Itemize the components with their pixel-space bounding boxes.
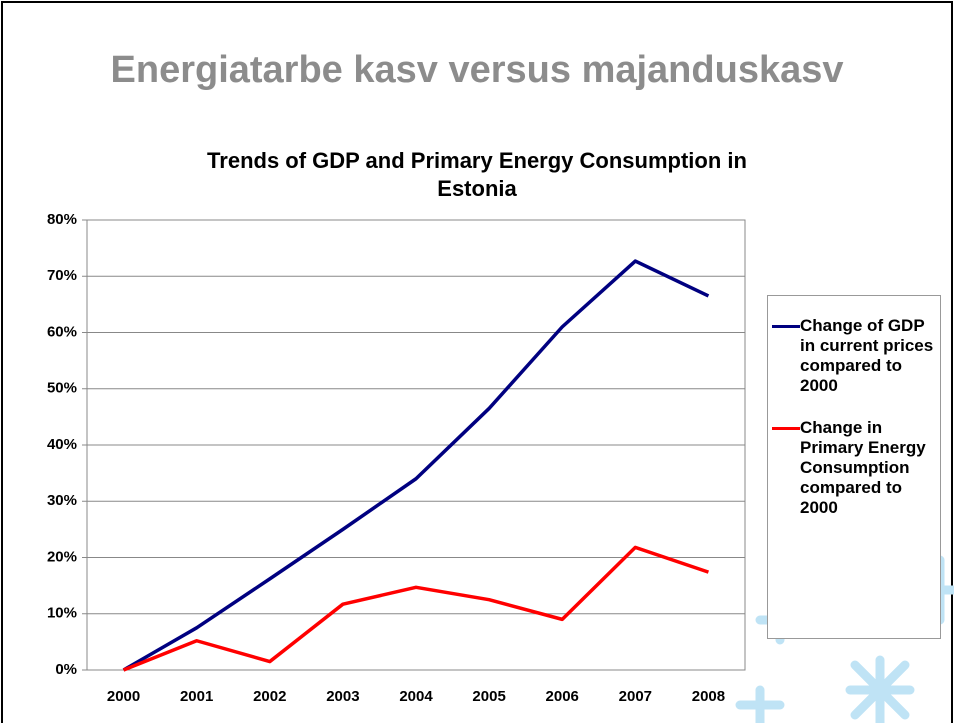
legend-item: Change of GDP in current prices compared…: [772, 316, 936, 396]
y-tick-label: 0%: [55, 661, 77, 678]
x-tick-label: 2007: [619, 688, 652, 705]
y-tick-label: 10%: [47, 605, 77, 622]
y-tick-label: 70%: [47, 267, 77, 284]
y-tick-label: 40%: [47, 436, 77, 453]
y-tick-label: 30%: [47, 492, 77, 509]
x-tick-label: 2008: [692, 688, 725, 705]
legend-label: Change of GDP in current prices compared…: [800, 316, 936, 396]
y-tick-label: 80%: [47, 211, 77, 228]
y-tick-label: 20%: [47, 548, 77, 565]
x-tick-label: 2005: [472, 688, 505, 705]
page: Energiatarbe kasv versus majanduskasv Tr…: [0, 0, 954, 723]
legend-label: Change in Primary Energy Consumption com…: [800, 418, 936, 518]
x-tick-label: 2003: [326, 688, 359, 705]
legend-swatch: [772, 427, 800, 430]
chart-title: Trends of GDP and Primary Energy Consump…: [207, 148, 747, 201]
x-tick-label: 2002: [253, 688, 286, 705]
x-tick-label: 2000: [107, 688, 140, 705]
legend: Change of GDP in current prices compared…: [767, 295, 941, 639]
x-tick-label: 2004: [399, 688, 433, 705]
legend-item: Change in Primary Energy Consumption com…: [772, 418, 936, 518]
legend-swatch: [772, 325, 800, 328]
y-tick-label: 50%: [47, 380, 77, 397]
x-tick-label: 2001: [180, 688, 213, 705]
x-tick-label: 2006: [546, 688, 579, 705]
y-tick-label: 60%: [47, 323, 77, 340]
slide-title: Energiatarbe kasv versus majanduskasv: [111, 49, 844, 91]
